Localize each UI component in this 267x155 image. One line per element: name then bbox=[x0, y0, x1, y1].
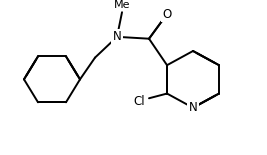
Text: Cl: Cl bbox=[133, 95, 145, 108]
Text: Me: Me bbox=[114, 0, 130, 10]
Text: N: N bbox=[189, 101, 197, 114]
Text: N: N bbox=[113, 30, 121, 43]
Text: O: O bbox=[162, 8, 172, 21]
